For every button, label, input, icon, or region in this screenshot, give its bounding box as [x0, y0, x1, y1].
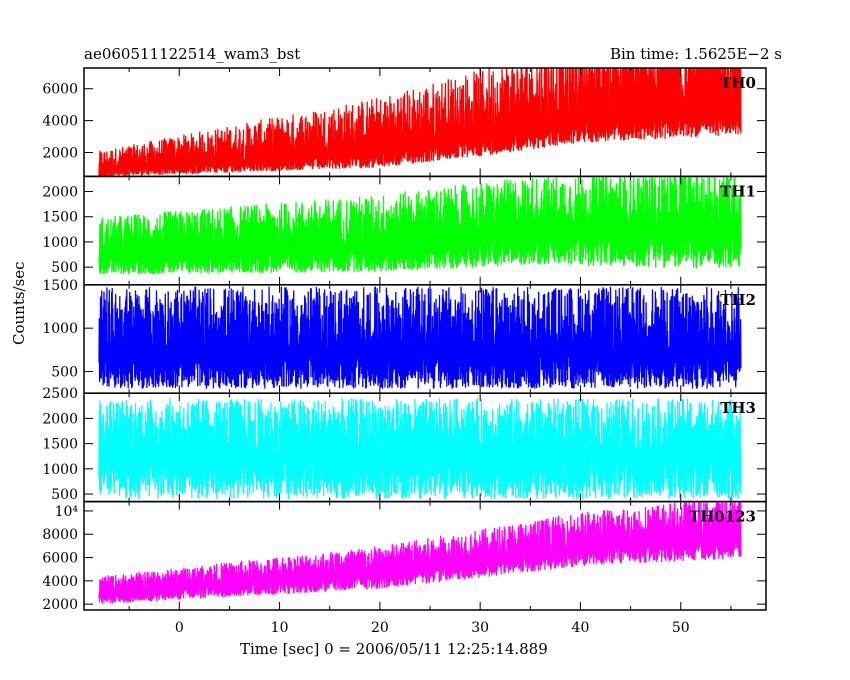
y-tick-label: 500 — [51, 365, 78, 381]
series-label-th3: TH3 — [720, 399, 756, 417]
y-tick-label: 1000 — [42, 321, 78, 337]
series-label-th0: TH0 — [720, 74, 756, 92]
series-label-th2: TH2 — [720, 291, 756, 309]
y-tick-label: 1000 — [42, 235, 78, 251]
y-tick-label: 1500 — [42, 437, 78, 453]
y-tick-label: 2500 — [42, 386, 78, 402]
x-tick-label: 0 — [175, 620, 184, 636]
y-tick-label: 8000 — [42, 527, 78, 543]
y-tick-label: 6000 — [42, 82, 78, 98]
panel-frame-th0123 — [83, 500, 767, 611]
y-tick-label: 10⁴ — [55, 504, 79, 520]
series-th1-trace — [98, 176, 742, 275]
y-tick-label: 4000 — [42, 114, 78, 130]
y-tick-label: 2000 — [42, 145, 78, 161]
y-tick-label: 1500 — [42, 278, 78, 294]
series-label-th0123: TH0123 — [689, 508, 756, 526]
observation-title: ae060511122514_wam3_bst — [84, 45, 301, 63]
bin-time-label: Bin time: 1.5625E−2 s — [609, 45, 782, 63]
series-th0123-trace — [98, 501, 742, 604]
y-tick-label: 1000 — [42, 462, 78, 478]
x-tick-label: 30 — [471, 620, 489, 636]
series-th2-trace — [98, 286, 742, 389]
y-tick-label: 500 — [51, 487, 78, 503]
x-tick-label: 20 — [371, 620, 389, 636]
y-tick-label: 2000 — [42, 185, 78, 201]
y-tick-label: 1500 — [42, 210, 78, 226]
x-tick-label: 50 — [672, 620, 690, 636]
x-axis-label: Time [sec] 0 = 2006/05/11 12:25:14.889 — [240, 640, 548, 658]
series-th3-trace — [98, 398, 742, 500]
y-tick-label: 500 — [51, 260, 78, 276]
series-label-th1: TH1 — [720, 182, 756, 200]
x-tick-label: 40 — [572, 620, 590, 636]
y-tick-label: 2000 — [42, 597, 78, 613]
y-tick-label: 2000 — [42, 411, 78, 427]
y-tick-label: 6000 — [42, 551, 78, 567]
y-tick-label: 4000 — [42, 574, 78, 590]
series-th0-trace — [98, 68, 742, 177]
x-tick-label: 10 — [271, 620, 289, 636]
